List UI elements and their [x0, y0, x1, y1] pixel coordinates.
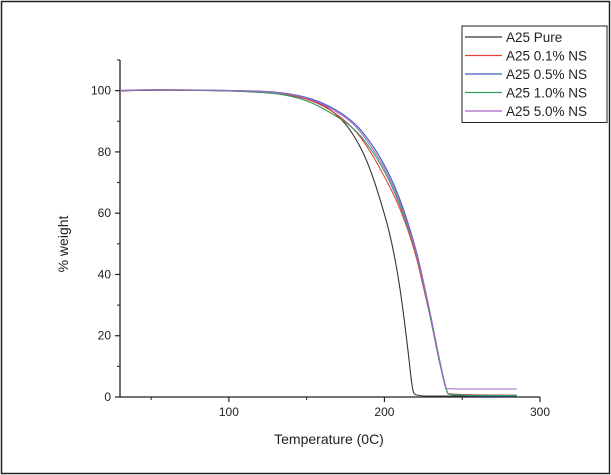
y-tick-label: 60: [98, 206, 112, 220]
series-layer: [119, 89, 517, 397]
legend-label: A25 Pure: [506, 30, 562, 45]
legend-label: A25 5.0% NS: [506, 104, 587, 119]
x-tick-label: 100: [219, 405, 239, 419]
y-tick-label: 40: [98, 267, 112, 281]
y-axis-title: % weight: [55, 215, 71, 272]
y-tick-label: 20: [98, 329, 112, 343]
axes: [119, 60, 540, 398]
legend-label: A25 0.1% NS: [506, 49, 587, 64]
series-line-5: [119, 89, 517, 390]
y-tick-label: 100: [91, 84, 111, 98]
x-tick-label: 300: [530, 405, 550, 419]
y-tick-label: 0: [104, 390, 111, 404]
legend-label: A25 1.0% NS: [506, 86, 587, 101]
axis-ticks: 100 200 300 0 20 40 60 80 100: [91, 59, 550, 419]
y-tick-label: 80: [98, 145, 112, 159]
x-axis-title: Temperature (0C): [274, 431, 384, 447]
legend-label: A25 0.5% NS: [506, 67, 587, 82]
legend: A25 Pure A25 0.1% NS A25 0.5% NS A25 1.0% N…: [461, 25, 608, 123]
x-tick-label: 200: [374, 405, 394, 419]
